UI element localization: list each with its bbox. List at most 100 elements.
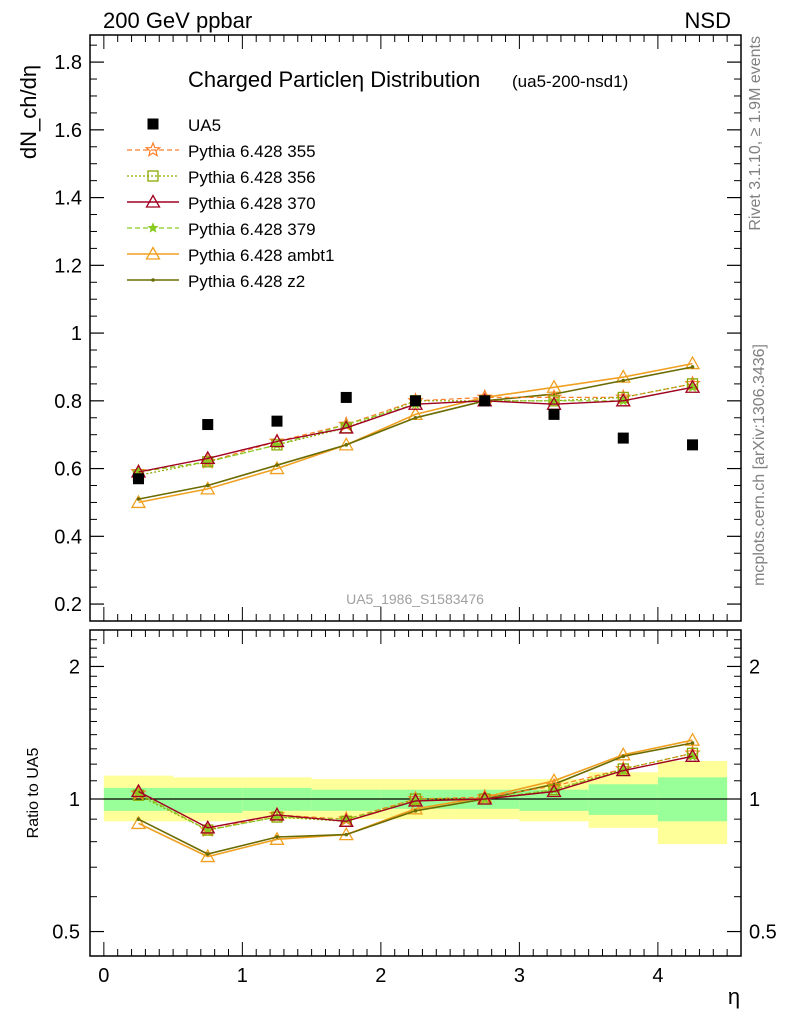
ratio-series-layer [130,732,701,863]
main-frame [89,34,742,622]
watermark: UA5_1986_S1583476 [346,591,484,607]
ratio-ytick-label-right: 1 [749,789,760,811]
data-point-ua5 [340,391,352,403]
ratio-band-inner [519,789,589,811]
legend-marker-ua5 [147,118,159,130]
main-point-p370 [615,393,631,407]
main-point-p370 [200,450,216,465]
ratio-xtick-label: 3 [514,965,525,987]
legend: UA5 Pythia 6.428 355 Pythia 6.428 356 Pythi… [127,116,334,291]
ratio-frame [89,629,742,957]
legend-label-p355: Pythia 6.428 355 [188,142,316,161]
ratio-point-z2 [413,809,418,813]
data-point-ua5 [132,473,144,485]
legend-marker-ambt1 [145,246,161,260]
main-ytick-label: 0.6 [54,459,82,481]
main-line-z2 [138,366,693,500]
ratio-band-inner [588,784,658,815]
ratio-ytick-label: 1 [69,789,80,811]
ratio-ticks: 0.5 0.5 1 1 2 2 0 1 2 3 4 [52,630,777,987]
main-ytick-label: 0.4 [54,526,82,548]
ratio-point-z2 [621,754,626,759]
legend-marker-p379 [147,222,159,233]
main-point-p379 [687,381,699,392]
data-point-ua5 [548,408,560,420]
main-point-z2 [690,365,695,369]
header-right: NSD [685,8,731,33]
ratio-line-p370 [138,755,693,829]
ratio-xlabel: η [728,984,740,1009]
data-point-ua5 [479,395,491,407]
legend-marker-p355 [144,141,162,158]
ratio-point-p370 [338,813,354,827]
main-ytick-label: 1.2 [54,255,82,277]
main-point-p370 [269,433,285,448]
ratio-ytick-label: 2 [69,656,80,678]
ratio-band-inner [311,789,381,811]
main-ytick-label: 1.4 [54,188,82,210]
ratio-point-ambt1 [130,815,147,830]
legend-marker-z2 [151,278,155,282]
main-line-p356 [138,383,693,476]
main-title: Charged Particleη Distribution [188,67,480,92]
ratio-xtick-label: 1 [237,965,248,987]
ratio-point-z2 [275,835,279,839]
main-point-ambt1 [200,481,216,495]
main-point-p379 [340,418,352,430]
legend-label-ambt1: Pythia 6.428 ambt1 [188,246,334,265]
main-ticks: 0.2 0.4 0.6 0.8 1 1.2 1.4 1.6 1.8 [54,35,741,622]
ratio-point-p370 [130,783,147,798]
main-point-z2 [275,463,279,467]
main-ytick-label: 1 [71,323,82,345]
main-point-p370 [338,420,354,434]
ratio-point-p370 [269,807,285,821]
main-ytick-label: 1.8 [54,52,82,74]
main-point-z2 [413,415,418,420]
ratio-point-p370 [615,762,631,777]
ratio-line-ambt1 [138,739,693,858]
ratio-point-z2 [690,741,695,745]
main-ytick-label: 0.2 [54,594,82,616]
data-point-ua5 [410,395,421,407]
ratio-bands [103,760,728,845]
legend-marker-p370 [145,194,161,208]
main-series-layer [130,355,701,509]
ratio-point-p370 [407,793,424,807]
data-point-ua5 [202,419,214,431]
ratio-point-p370 [684,748,701,762]
main-point-z2 [621,378,626,383]
rivet-label: Rivet 3.1.10, ≥ 1.9M events [747,36,764,231]
ratio-point-ambt1 [200,848,216,863]
main-ytick-label: 1.6 [54,120,82,142]
main-point-ambt1 [130,494,147,509]
header-left: 200 GeV ppbar [103,8,252,33]
legend-label-p379: Pythia 6.428 379 [188,220,316,239]
ratio-point-p370 [477,791,493,805]
ratio-point-z2 [344,832,349,837]
mcplots-label: mcplots.cern.ch [arXiv:1306.3436] [751,344,768,586]
ratio-band-inner [173,787,243,813]
ratio-xtick-label: 2 [375,965,386,987]
main-ytick-label: 0.8 [54,391,82,413]
ratio-point-z2 [205,852,210,856]
ratio-point-p370 [546,783,562,798]
ratio-ytick-label: 0.5 [52,922,80,944]
main-point-ambt1 [269,460,285,475]
legend-label-p370: Pythia 6.428 370 [188,194,316,213]
legend-marker-p356 [147,170,159,182]
ratio-point-p370 [200,820,216,834]
ratio-panel: 0.5 0.5 1 1 2 2 0 1 2 3 4 Ratio to UA5 η [25,629,777,1009]
ratio-ylabel: Ratio to UA5 [25,748,42,839]
ratio-point-z2 [136,817,141,821]
ratio-point-ambt1 [407,800,424,815]
main-point-p370 [684,379,701,393]
ratio-ytick-label-right: 0.5 [749,922,777,944]
ratio-point-p379 [687,750,699,762]
ratio-xtick-label: 0 [98,965,109,987]
main-title-suffix: (ua5-200-nsd1) [512,72,628,91]
main-point-z2 [205,483,210,488]
legend-label-p356: Pythia 6.428 356 [188,168,316,187]
ratio-ytick-label-right: 2 [749,656,760,678]
